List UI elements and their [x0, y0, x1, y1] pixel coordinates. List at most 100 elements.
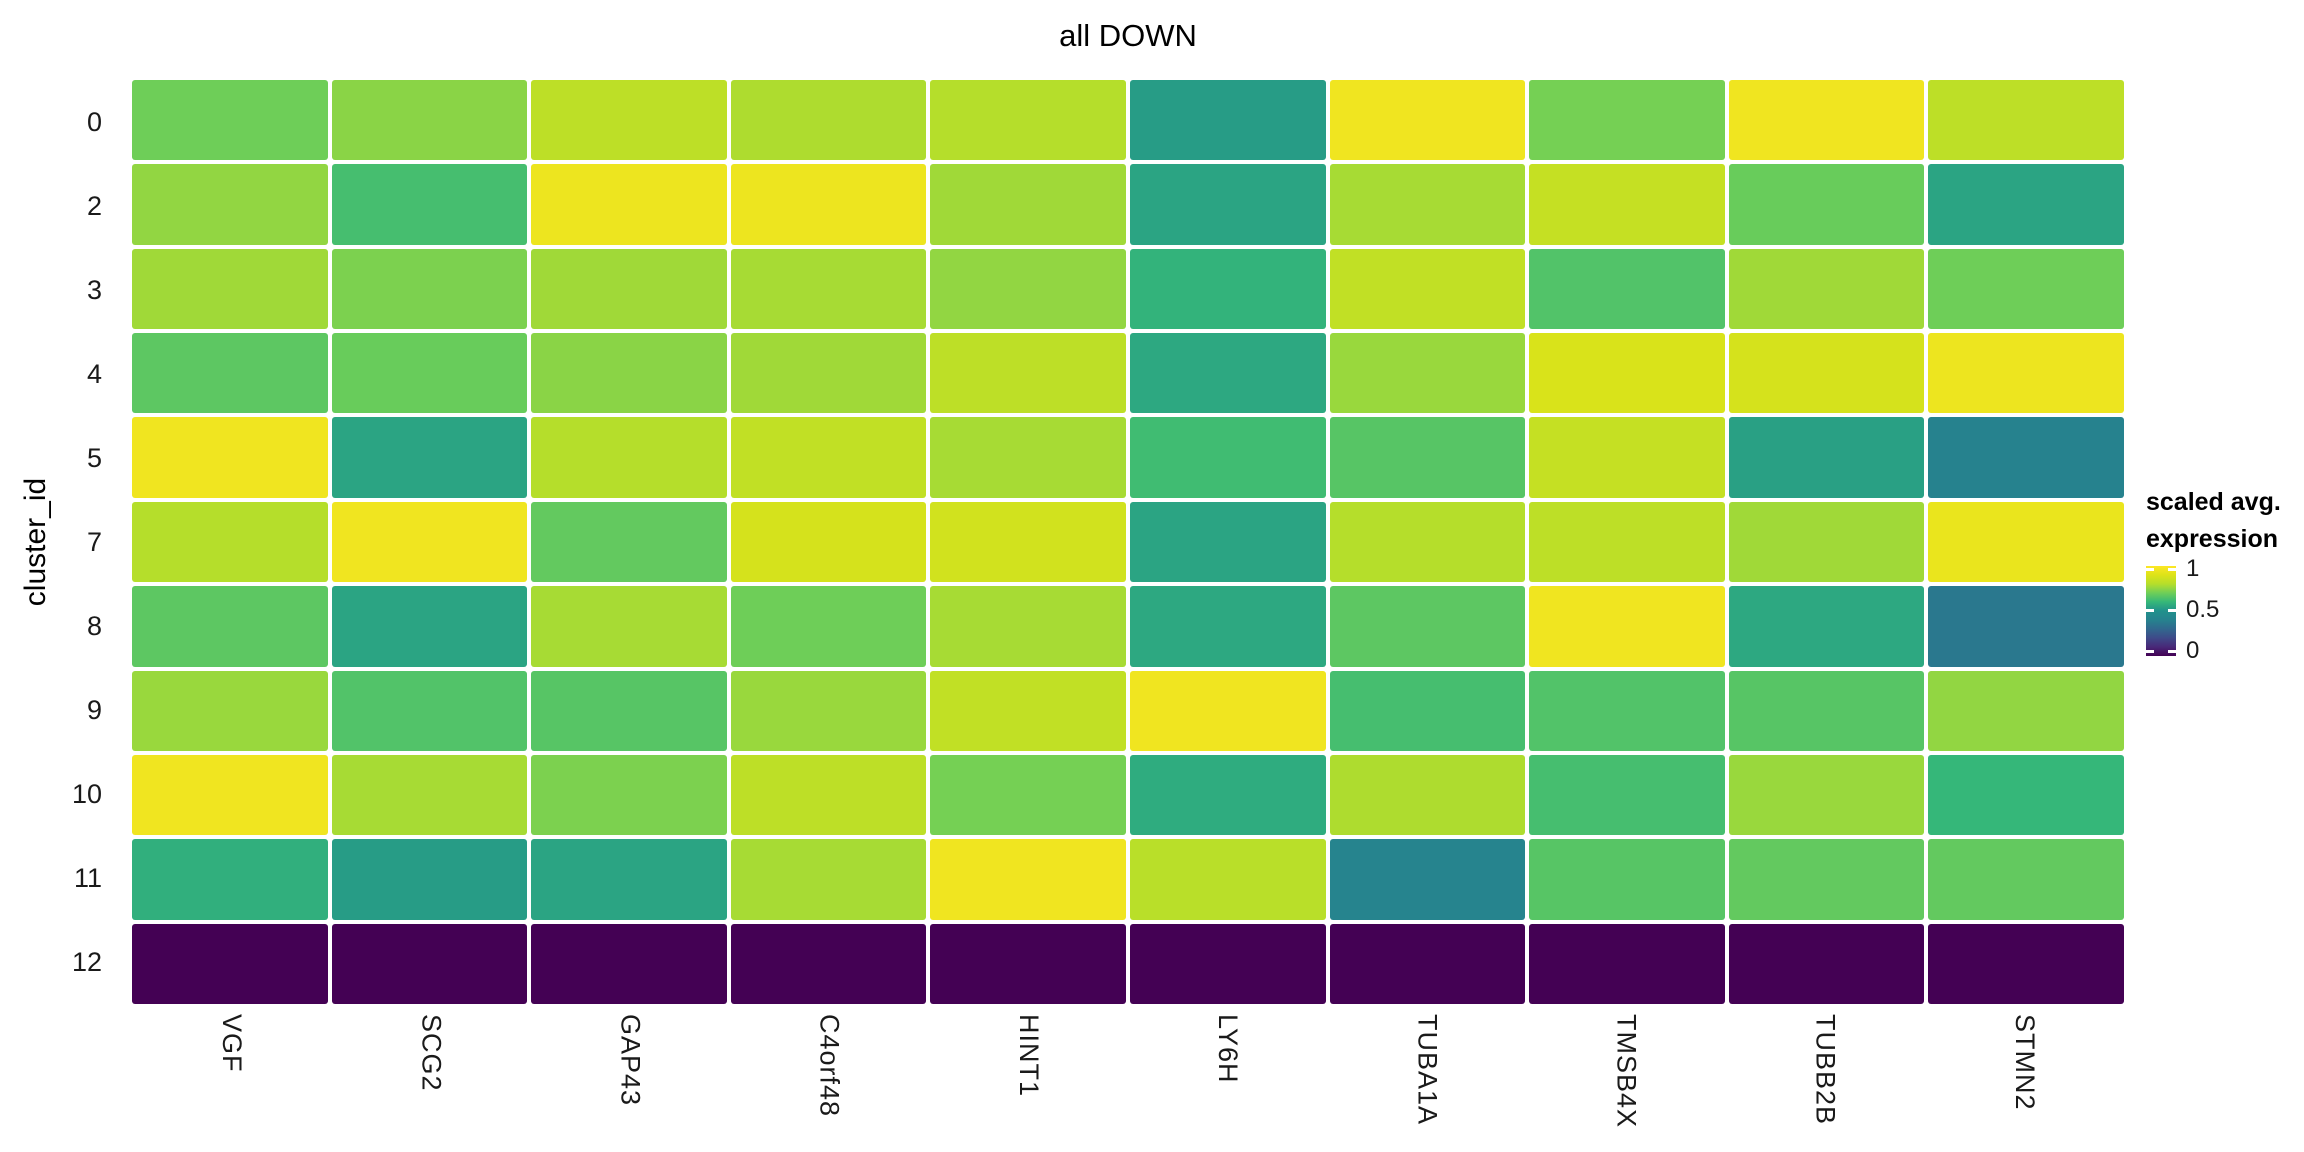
legend-tick-label: 1 [2186, 555, 2200, 582]
heatmap-cell [132, 164, 328, 245]
heatmap-cell [1529, 586, 1725, 667]
heatmap-cell [331, 670, 528, 751]
heatmap-cell [730, 501, 927, 583]
heatmap-cell [132, 80, 328, 161]
heatmap-cell [930, 923, 1126, 1004]
heatmap-cell [132, 248, 328, 330]
heatmap-cell [1130, 417, 1326, 498]
heatmap-cell [132, 501, 328, 583]
legend-colorbar-wrap: 1 0.5 0 [2146, 555, 2219, 664]
heatmap-cell [1728, 670, 1925, 751]
heatmap-cell [1928, 839, 2124, 920]
heatmap-cell [331, 501, 528, 583]
heatmap-cell [1928, 670, 2124, 751]
heatmap-cell [1329, 417, 1526, 498]
x-axis-tick-labels: VGF SCG2 GAP43 C4orf48 HINT1 LY6H TUBA1A TMSB4X… [132, 1014, 2124, 1146]
heatmap-cell [1529, 333, 1725, 414]
legend-tick-mark [2168, 567, 2176, 571]
heatmap-cell [1728, 501, 1925, 583]
heatmap-cell [1728, 248, 1925, 330]
heatmap-cell [1928, 501, 2124, 583]
heatmap-cell [1529, 501, 1725, 583]
heatmap-cell [1130, 80, 1326, 161]
heatmap-cell [132, 839, 328, 920]
heatmap-cell [730, 754, 927, 836]
y-axis-tick-label: 4 [86, 358, 102, 389]
heatmap-cell [132, 333, 328, 414]
heatmap-cell [531, 248, 727, 330]
heatmap-cell [1529, 670, 1725, 751]
y-axis-tick-label: 3 [86, 274, 102, 305]
legend-title-line2: expression [2146, 525, 2279, 553]
y-axis-tick-label: 2 [86, 190, 102, 221]
heatmap-cell [531, 923, 727, 1004]
heatmap-cell [730, 586, 927, 667]
legend-title-line1: scaled avg. [2146, 488, 2281, 516]
heatmap-cell [930, 501, 1126, 583]
heatmap-cell [132, 923, 328, 1004]
y-axis-tick-label: 11 [73, 862, 102, 893]
heatmap-cell [1130, 586, 1326, 667]
heatmap-cell [1529, 417, 1725, 498]
heatmap-cell [1329, 80, 1526, 161]
heatmap-cell [1928, 923, 2124, 1004]
heatmap-grid [132, 80, 2124, 1004]
heatmap-cell [1728, 586, 1925, 667]
heatmap-cell [1529, 80, 1725, 161]
legend-tick-mark [2146, 567, 2154, 571]
legend-tick-label: 0 [2186, 637, 2200, 664]
heatmap-cell [1728, 333, 1925, 414]
heatmap-cell [730, 670, 927, 751]
y-axis-tick-label: 9 [86, 694, 102, 725]
legend-tick-mark [2168, 608, 2176, 612]
heatmap-cell [930, 80, 1126, 161]
heatmap-cell [531, 501, 727, 583]
heatmap-cell [1130, 164, 1326, 245]
heatmap-cell [1728, 417, 1925, 498]
heatmap-cell [1728, 839, 1925, 920]
heatmap-cell [1529, 839, 1725, 920]
x-axis-tick-label: GAP43 [615, 1014, 646, 1107]
heatmap-cell [1130, 923, 1326, 1004]
heatmap-cell [1329, 248, 1526, 330]
heatmap-cell [1928, 164, 2124, 245]
heatmap-cell [1130, 754, 1326, 836]
heatmap-cell [331, 839, 528, 920]
heatmap-cell [132, 417, 328, 498]
x-axis-tick-label: STMN2 [2009, 1014, 2040, 1111]
y-axis-tick-label: 10 [71, 778, 102, 809]
heatmap-cell [1529, 164, 1725, 245]
heatmap-cell [730, 333, 927, 414]
heatmap-cell [1728, 754, 1925, 836]
heatmap-cell [1928, 754, 2124, 836]
heatmap-cell [531, 586, 727, 667]
heatmap-cell [531, 164, 727, 245]
heatmap-cell [1928, 586, 2124, 667]
heatmap-cell [930, 164, 1126, 245]
heatmap-cell [1329, 670, 1526, 751]
heatmap-cell [1928, 417, 2124, 498]
heatmap-cell [930, 248, 1126, 330]
heatmap-cell [730, 839, 927, 920]
color-legend: scaled avg. expression 1 0.5 0 [2146, 484, 2304, 664]
x-axis-tick-label: TMSB4X [1611, 1014, 1642, 1129]
heatmap-cell [331, 586, 528, 667]
heatmap-cell [1529, 923, 1725, 1004]
y-axis-tick-labels: 0 2 3 4 5 7 8 9 10 11 12 [0, 80, 118, 1004]
heatmap-cell [1928, 80, 2124, 161]
heatmap-cell [1529, 248, 1725, 330]
heatmap-cell [1329, 586, 1526, 667]
heatmap-cell [930, 670, 1126, 751]
x-axis-tick-label: TUBA1A [1412, 1014, 1443, 1126]
x-axis-tick-label: VGF [217, 1014, 248, 1073]
legend-tick-mark [2146, 608, 2154, 612]
heatmap-cell [331, 923, 528, 1004]
heatmap-cell [1329, 333, 1526, 414]
heatmap-cell [930, 839, 1126, 920]
chart-title: all DOWN [1059, 18, 1197, 53]
heatmap-cell [1329, 754, 1526, 836]
x-axis-tick-label: C4orf48 [814, 1014, 845, 1118]
x-axis-tick-label: TUBB2B [1810, 1014, 1841, 1126]
x-axis-tick-label: HINT1 [1013, 1014, 1044, 1098]
